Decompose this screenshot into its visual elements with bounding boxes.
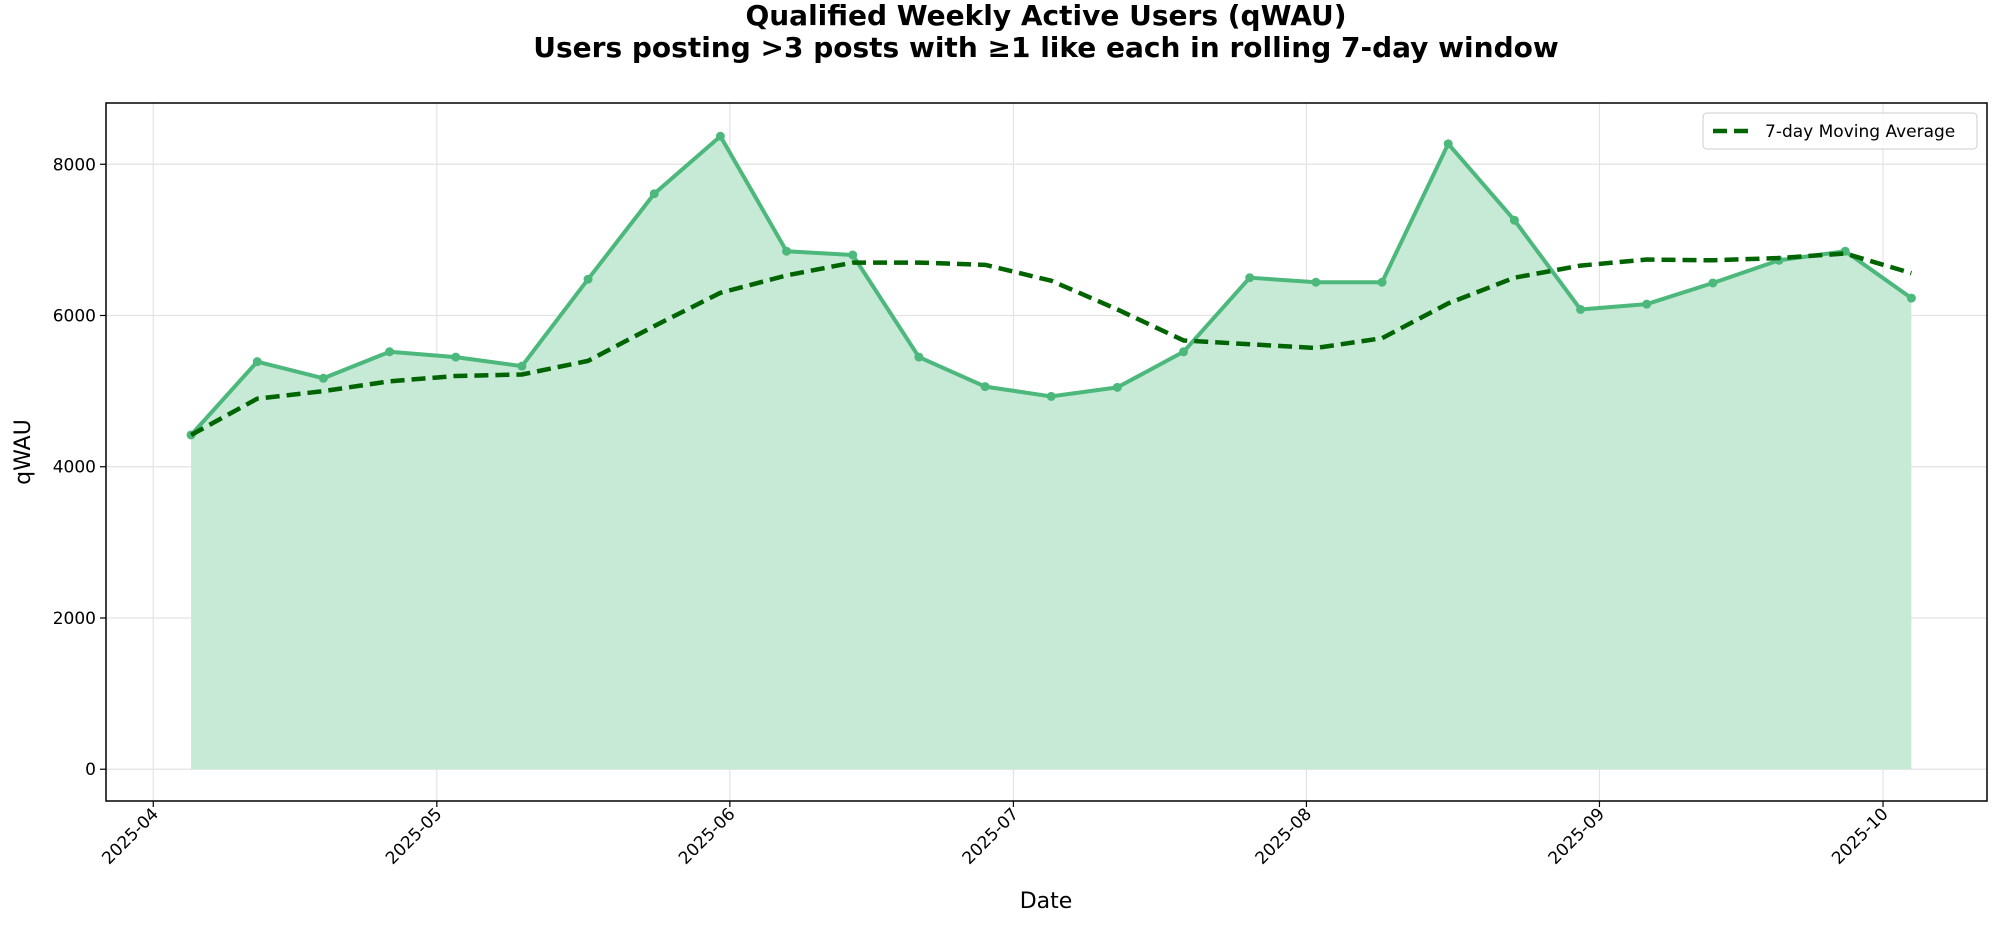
point: [1642, 299, 1652, 309]
legend-label: 7-day Moving Average: [1765, 122, 1955, 142]
point: [318, 373, 328, 383]
point: [1906, 293, 1916, 303]
x-tick-label: 2025-09: [1545, 804, 1609, 868]
point: [914, 352, 924, 362]
point: [1112, 382, 1122, 392]
point: [517, 361, 527, 371]
point: [583, 274, 593, 284]
point: [782, 246, 792, 256]
point: [649, 189, 659, 199]
y-tick-label: 4000: [53, 458, 96, 478]
point: [1443, 139, 1453, 149]
point: [980, 382, 990, 392]
x-axis-label: Date: [1020, 889, 1073, 914]
point: [1377, 277, 1387, 287]
point: [1708, 278, 1718, 288]
x-tick-label: 2025-06: [675, 804, 739, 868]
x-tick-label: 2025-05: [382, 804, 446, 868]
area: [191, 136, 1912, 770]
point: [385, 347, 395, 357]
x-tick-label: 2025-08: [1252, 804, 1316, 868]
point: [451, 352, 461, 362]
y-tick-label: 0: [85, 760, 96, 780]
x-tick-label: 2025-04: [98, 804, 162, 868]
point: [252, 357, 262, 367]
point: [1046, 391, 1056, 401]
x-tick-label: 2025-10: [1828, 804, 1892, 868]
y-tick-label: 2000: [53, 609, 96, 629]
point: [1179, 347, 1189, 357]
point: [1245, 273, 1255, 283]
y-axis-label: qWAU: [11, 419, 36, 485]
plot-frame: [105, 102, 1988, 802]
point: [1311, 277, 1321, 287]
chart-title: Qualified Weekly Active Users (qWAU): [745, 0, 1346, 32]
point: [848, 250, 858, 260]
line: [189, 251, 1913, 437]
point: [715, 131, 725, 141]
x-tick-label: 2025-07: [959, 804, 1023, 868]
y-tick-label: 6000: [53, 307, 96, 327]
point: [1509, 215, 1519, 225]
chart-subtitle: Users posting >3 posts with ≥1 like each…: [533, 31, 1558, 64]
point: [1576, 304, 1586, 314]
legend-box: [1702, 112, 1978, 150]
y-tick-label: 8000: [53, 155, 96, 175]
